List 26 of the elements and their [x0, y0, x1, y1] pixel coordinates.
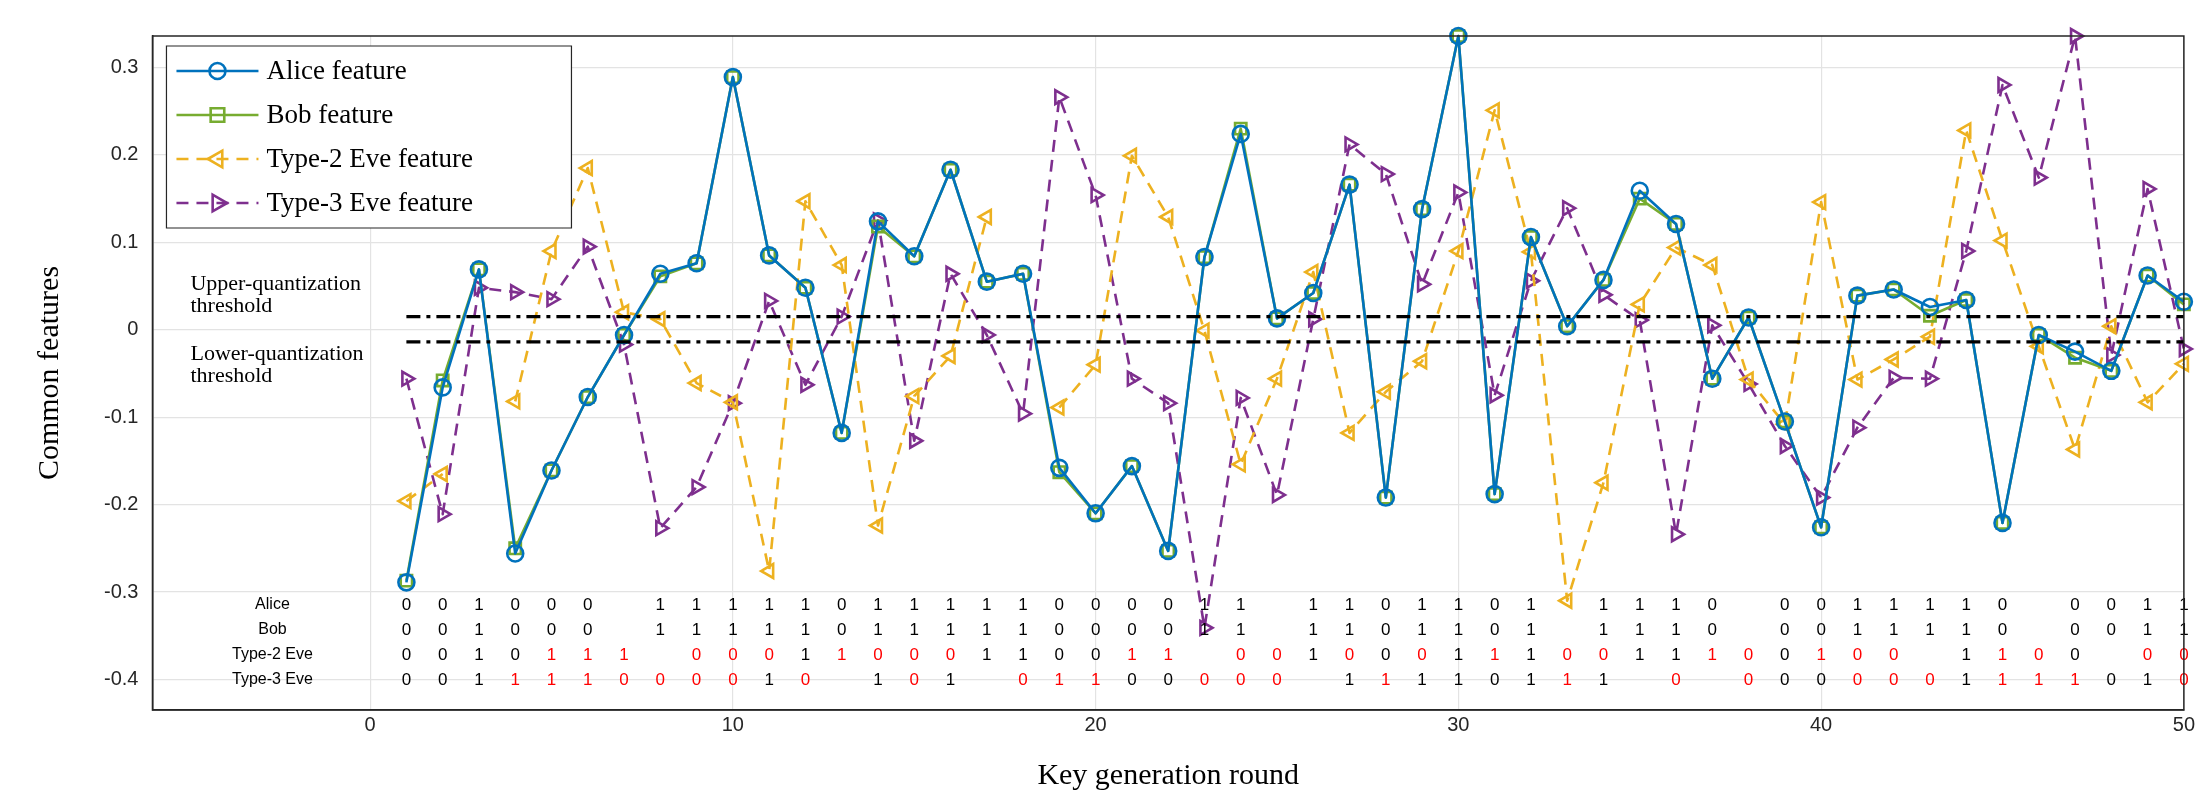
- legend-label: Type-3 Eve feature: [266, 187, 473, 218]
- x-tick-label: 20: [1084, 712, 1107, 735]
- annotation: Type-3 Eve: [231, 670, 314, 688]
- x-tick-label: 40: [1810, 712, 1833, 735]
- y-tick-label: -0.2: [103, 492, 139, 515]
- y-tick-label: 0.3: [110, 54, 139, 77]
- y-tick-label: -0.1: [103, 404, 139, 427]
- legend-label: Alice feature: [266, 55, 407, 86]
- y-tick-label: 0: [127, 317, 139, 340]
- y-axis-title: Common features: [30, 265, 64, 481]
- x-tick-label: 30: [1447, 712, 1470, 735]
- annotation: Type-2 Eve: [231, 645, 314, 663]
- y-tick-label: 0.1: [110, 229, 139, 252]
- y-tick-label: -0.4: [103, 666, 139, 689]
- annotation: Alice: [255, 595, 290, 613]
- x-tick-label: 10: [721, 712, 744, 735]
- ref-line-label: Upper-quantization threshold: [190, 270, 362, 318]
- y-tick-label: -0.3: [103, 579, 139, 602]
- ref-line-label: Lower-quantization threshold: [190, 339, 364, 387]
- y-tick-label: 0.2: [110, 142, 139, 165]
- x-tick-label: 50: [2172, 712, 2195, 735]
- annotation: Bob: [258, 620, 287, 638]
- legend-label: Bob feature: [266, 99, 394, 130]
- x-axis-title: Key generation round: [1037, 756, 1299, 790]
- x-tick-label: 0: [364, 712, 376, 735]
- legend-label: Type-2 Eve feature: [266, 143, 473, 174]
